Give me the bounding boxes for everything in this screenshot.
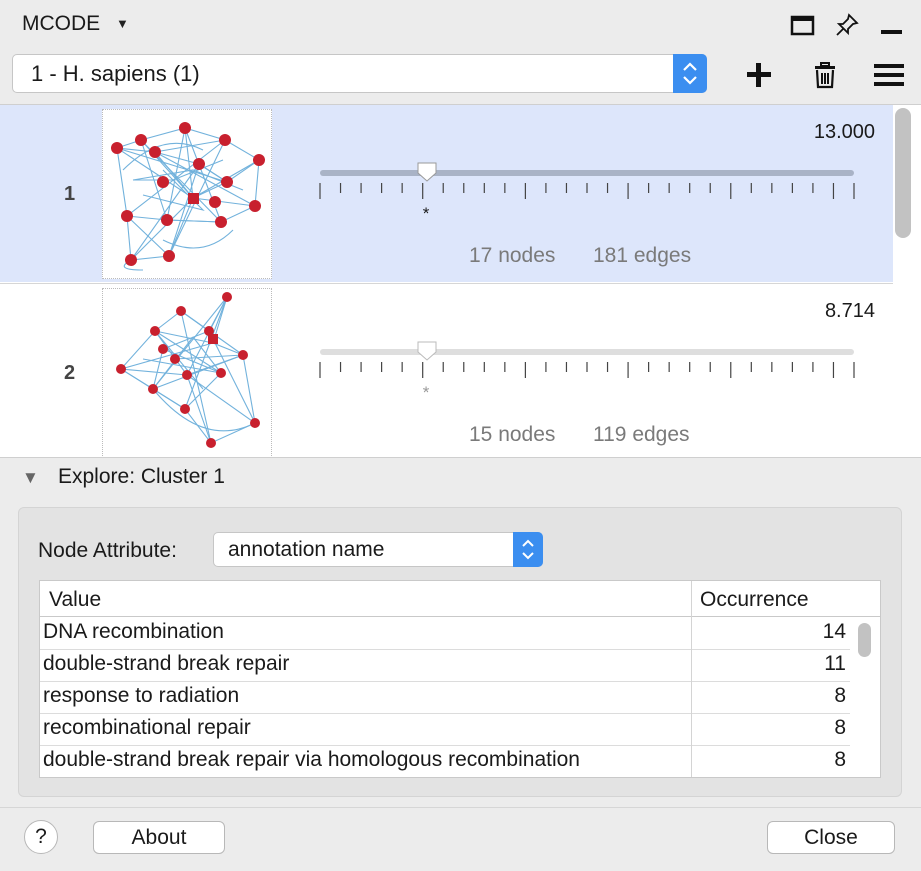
window-float-icon[interactable]: [790, 12, 816, 38]
plus-icon[interactable]: [744, 60, 774, 90]
table-row[interactable]: recombinational repair 8: [40, 713, 850, 746]
cluster-list-scrollbar[interactable]: [895, 108, 911, 238]
cluster-row[interactable]: 2 8.714: [0, 283, 893, 457]
cell-value: double-strand break repair via homologou…: [43, 748, 580, 771]
cutoff-marker: *: [422, 383, 430, 402]
chevron-down-icon[interactable]: ▼: [116, 16, 129, 31]
cluster-row[interactable]: 1 13.000: [0, 105, 893, 282]
slider-ticks: [319, 362, 855, 378]
pin-icon[interactable]: [834, 12, 860, 38]
cell-occurrence: 8: [834, 716, 846, 739]
node-attribute-value: annotation name: [228, 538, 385, 561]
edge-count: 181 edges: [593, 244, 692, 267]
cell-value: double-strand break repair: [43, 652, 290, 675]
cell-value: DNA recombination: [43, 620, 224, 643]
minimize-icon[interactable]: [878, 12, 904, 38]
table-row[interactable]: double-strand break repair via homologou…: [40, 745, 850, 777]
score-slider-thumb[interactable]: [416, 340, 438, 362]
cluster-network-graph: [111, 122, 265, 271]
network-select-value: 1 - H. sapiens (1): [31, 61, 200, 86]
cell-occurrence: 8: [834, 748, 846, 771]
score-slider-thumb[interactable]: [416, 161, 438, 183]
cluster-rank: 1: [64, 183, 76, 205]
column-divider[interactable]: [691, 581, 692, 777]
cluster-network-thumbnail[interactable]: [102, 288, 272, 457]
cluster-score: 8.714: [824, 300, 875, 322]
attribute-table[interactable]: Value Occurrence DNA recombination 14 do…: [39, 580, 881, 778]
footer-divider: [0, 807, 921, 808]
cell-value: response to radiation: [43, 684, 240, 707]
collapse-triangle-icon[interactable]: ▼: [22, 468, 39, 487]
explore-title[interactable]: Explore: Cluster 1: [58, 465, 225, 488]
score-slider-track[interactable]: [320, 170, 854, 176]
cluster-network-graph: [116, 292, 260, 448]
cell-occurrence: 11: [824, 652, 846, 675]
table-header-filler: [850, 581, 880, 617]
cluster-network-thumbnail[interactable]: [102, 109, 272, 279]
score-slider-track[interactable]: [320, 349, 854, 355]
select-stepper-icon: [513, 532, 543, 567]
help-button[interactable]: ?: [24, 820, 58, 854]
node-count: 17 nodes: [469, 244, 556, 267]
cutoff-marker: *: [422, 204, 430, 223]
column-header-occurrence[interactable]: Occurrence: [692, 581, 850, 617]
node-count: 15 nodes: [469, 423, 556, 446]
column-header-value[interactable]: Value: [40, 581, 691, 617]
cluster-score: 13.000: [813, 121, 875, 143]
network-select[interactable]: 1 - H. sapiens (1): [12, 54, 707, 93]
table-row[interactable]: response to radiation 8: [40, 681, 850, 714]
cell-occurrence: 8: [834, 684, 846, 707]
trash-icon[interactable]: [810, 60, 840, 90]
cluster-list[interactable]: 1 13.000: [0, 104, 921, 458]
node-attribute-label: Node Attribute:: [38, 539, 177, 562]
cell-value: recombinational repair: [43, 716, 251, 739]
node-attribute-select[interactable]: annotation name: [213, 532, 543, 567]
hamburger-menu-icon[interactable]: [874, 60, 904, 90]
select-stepper-icon: [673, 54, 707, 93]
close-button[interactable]: Close: [767, 821, 895, 854]
about-button[interactable]: About: [93, 821, 225, 854]
slider-ticks: [319, 183, 855, 199]
table-scrollbar[interactable]: [858, 623, 871, 657]
cluster-rank: 2: [64, 362, 76, 384]
edge-count: 119 edges: [593, 423, 690, 446]
table-row[interactable]: DNA recombination 14: [40, 617, 850, 650]
cell-occurrence: 14: [822, 620, 846, 643]
panel-title[interactable]: MCODE: [22, 12, 101, 35]
table-row[interactable]: double-strand break repair 11: [40, 649, 850, 682]
